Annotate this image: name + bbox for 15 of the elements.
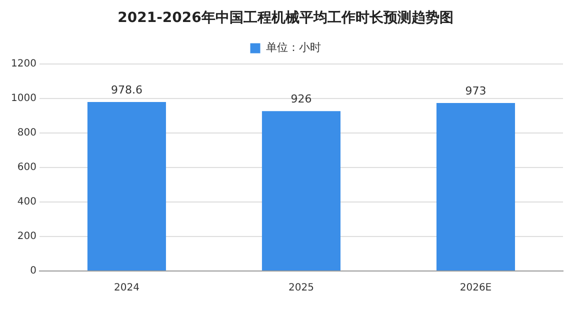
y-tick-label: 1000 <box>10 92 36 104</box>
y-tick-label: 600 <box>17 162 36 173</box>
y-tick-label: 400 <box>17 196 36 208</box>
y-tick-label: 0 <box>30 266 36 277</box>
x-tick-label: 2024 <box>114 282 140 294</box>
x-tick-label: 2026E <box>460 282 492 294</box>
data-label: 978.6 <box>110 83 142 96</box>
y-tick-label: 200 <box>17 231 36 242</box>
legend-label: 单位：小时 <box>266 41 321 54</box>
chart-title: 2021-2026年中国工程机械平均工作时长预测趋势图 <box>118 10 454 26</box>
y-tick-label: 800 <box>17 127 36 138</box>
y-tick-label: 1200 <box>10 58 36 70</box>
x-tick-label: 2025 <box>288 282 314 294</box>
data-label: 926 <box>290 92 312 106</box>
data-label: 973 <box>465 84 486 98</box>
